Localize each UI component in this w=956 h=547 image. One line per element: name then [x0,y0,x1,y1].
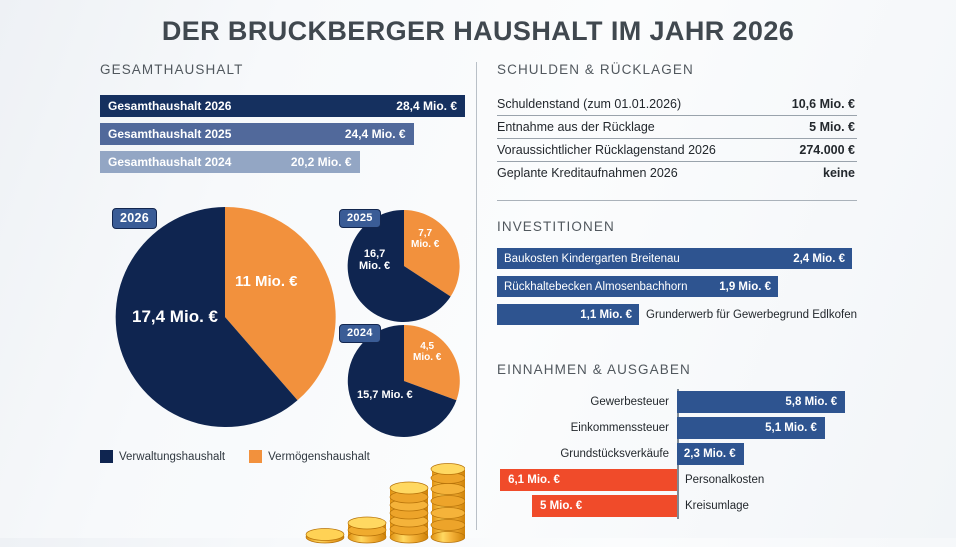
investment-bar-value: 1,1 Mio. € [580,308,633,321]
debts-row-label: Entnahme aus der Rücklage [497,120,655,134]
income-expense-chart: Gewerbesteuer 5,8 Mio. € Einkommenssteuer 5… [497,389,857,519]
budget-section: EINNAHMEN & AUSGABEN Gewerbesteuer 5,8 Mi… [497,362,857,519]
investment-bar: Baukosten Kindergarten Breitenau 2,4 Mio.… [497,248,852,269]
pie-2025-label-verwaltung: 16,7 Mio. € [359,248,391,272]
legend-swatch [249,450,263,463]
debts-row: Entnahme aus der Rücklage 5 Mio. € [497,116,857,139]
pie-2026-label-verwaltung: 17,4 Mio. € [132,307,218,326]
debts-row: Geplante Kreditaufnahmen 2026 keine [497,162,857,184]
legend-item: Vermögenshaushalt [249,450,370,463]
total-budget-bar-value: 24,4 Mio. € [344,127,406,141]
budget-bar: 2,3 Mio. € [677,443,744,465]
pie-2026: 2026 17,4 Mio. € 11 Mio. € [110,202,340,437]
investment-bar: 1,1 Mio. € [497,304,640,325]
pie-2025-label-vermoegen: 7,7 Mio. € [411,228,440,250]
total-budget-bars: Gesamthaushalt 2026 28,4 Mio. € Gesamthaus… [100,95,465,173]
legend-item: Verwaltungshaushalt [100,450,225,463]
total-budget-bar-value: 20,2 Mio. € [290,155,352,169]
debts-row-label: Voraussichtlicher Rücklagenstand 2026 [497,143,716,157]
pie-year-badge-2026: 2026 [112,208,158,229]
budget-bar-label: Einkommenssteuer [570,422,669,434]
total-budget-bar-label: Gesamthaushalt 2026 [108,99,232,113]
budget-bar-value: 2,3 Mio. € [683,448,736,460]
left-column: GESAMTHAUSHALT Gesamthaushalt 2026 28,4 M… [100,62,465,544]
budget-row: Grundstücksverkäufe 2,3 Mio. € [497,443,744,465]
pie-chart-group: 2026 17,4 Mio. € 11 Mio. € 2025 16,7 Mio.… [100,197,480,442]
investment-bar: Rückhaltebecken Almosenbachhorn 1,9 Mio. … [497,276,779,297]
total-budget-bar: Gesamthaushalt 2026 28,4 Mio. € [100,95,465,117]
legend-label: Verwaltungshaushalt [119,450,226,463]
budget-row: 6,1 Mio. € Personalkosten [500,469,764,491]
total-budget-bar-label: Gesamthaushalt 2024 [108,155,232,169]
page-title: DER BRUCKBERGER HAUSHALT IM JAHR 2026 [161,16,795,46]
pie-2024: 2024 15,7 Mio. € 4,5 Mio. € [339,322,463,445]
column-divider [476,62,477,530]
budget-bar: 5 Mio. € [532,495,677,517]
pie-year-badge-2025: 2025 [339,209,381,228]
pie-2026-svg [115,206,336,427]
budget-row: Einkommenssteuer 5,1 Mio. € [497,417,825,439]
debts-row-label: Geplante Kreditaufnahmen 2026 [497,166,678,180]
budget-bar-label: Gewerbesteuer [590,396,669,408]
budget-row: Gewerbesteuer 5,8 Mio. € [497,391,846,413]
budget-bar-value: 5,1 Mio. € [765,422,817,434]
budget-bar-value: 5 Mio. € [540,500,583,512]
right-column: SCHULDEN & RÜCKLAGEN Schuldenstand (zum … [497,62,857,519]
investment-row: 1,1 Mio. € Grunderwerb für Gewerbegrund E… [497,304,857,325]
investment-bar-value: 1,9 Mio. € [719,280,772,293]
investment-row: Baukosten Kindergarten Breitenau 2,4 Mio.… [497,248,857,269]
pie-2024-label-verwaltung: 15,7 Mio. € [357,389,413,401]
section-title-schulden: SCHULDEN & RÜCKLAGEN [497,62,694,77]
debts-row-value: 10,6 Mio. € [791,97,855,111]
section-title-einnahmen: EINNAHMEN & AUSGABEN [497,362,691,377]
budget-bar-label: Kreisumlage [685,500,749,512]
debts-table: Schuldenstand (zum 01.01.2026) 10,6 Mio. … [497,93,857,184]
total-budget-bar: Gesamthaushalt 2024 20,2 Mio. € [100,151,360,173]
budget-bar-value: 5,8 Mio. € [785,396,838,408]
total-budget-bar-value: 28,4 Mio. € [396,99,457,113]
pie-legend: Verwaltungshaushalt Vermögenshaushalt [100,450,370,463]
investment-bar-value: 2,4 Mio. € [793,252,845,265]
pie-year-badge-2024: 2024 [339,324,381,343]
budget-bar: 5,8 Mio. € [677,391,846,413]
budget-bar: 5,1 Mio. € [677,417,825,439]
budget-bar-label: Grundstücksverkäufe [560,448,669,460]
pie-2026-label-vermoegen: 11 Mio. € [235,273,298,290]
budget-bar-value: 6,1 Mio. € [508,474,560,486]
debts-row-value: keine [823,166,855,180]
total-budget-bar-label: Gesamthaushalt 2025 [108,127,232,141]
investment-bar-label: Rückhaltebecken Almosenbachhorn [504,280,688,293]
debts-row-value: 5 Mio. € [809,120,855,134]
pie-2025: 2025 16,7 Mio. € 7,7 Mio. € [339,207,463,330]
investment-bar-label: Grunderwerb für Gewerbegrund Edlkofen [646,308,857,321]
investment-row: Rückhaltebecken Almosenbachhorn 1,9 Mio. … [497,276,857,297]
pie-2025-svg [347,209,460,322]
budget-bar-label: Personalkosten [684,474,765,486]
section-separator [497,200,857,201]
budget-row: 5 Mio. € Kreisumlage [532,495,749,517]
debts-row-label: Schuldenstand (zum 01.01.2026) [497,97,682,111]
investment-bars: Baukosten Kindergarten Breitenau 2,4 Mio.… [497,248,857,325]
investment-bar-label: Baukosten Kindergarten Breitenau [504,252,680,265]
legend-label: Vermögenshaushalt [268,450,370,463]
debts-row: Voraussichtlicher Rücklagenstand 2026 274… [497,139,857,162]
section-title-gesamthaushalt: GESAMTHAUSHALT [100,62,244,77]
debts-row-value: 274.000 € [799,143,855,157]
pie-2024-svg [347,324,460,437]
coin-stacks-icon [305,463,465,544]
section-title-investitionen: INVESTITIONEN [497,219,615,234]
pie-2024-label-vermoegen: 4,5 Mio. € [413,341,442,363]
total-budget-bar: Gesamthaushalt 2025 24,4 Mio. € [100,123,414,145]
budget-bar: 6,1 Mio. € [500,469,677,491]
legend-swatch [100,450,113,463]
debts-row: Schuldenstand (zum 01.01.2026) 10,6 Mio. … [497,93,857,116]
